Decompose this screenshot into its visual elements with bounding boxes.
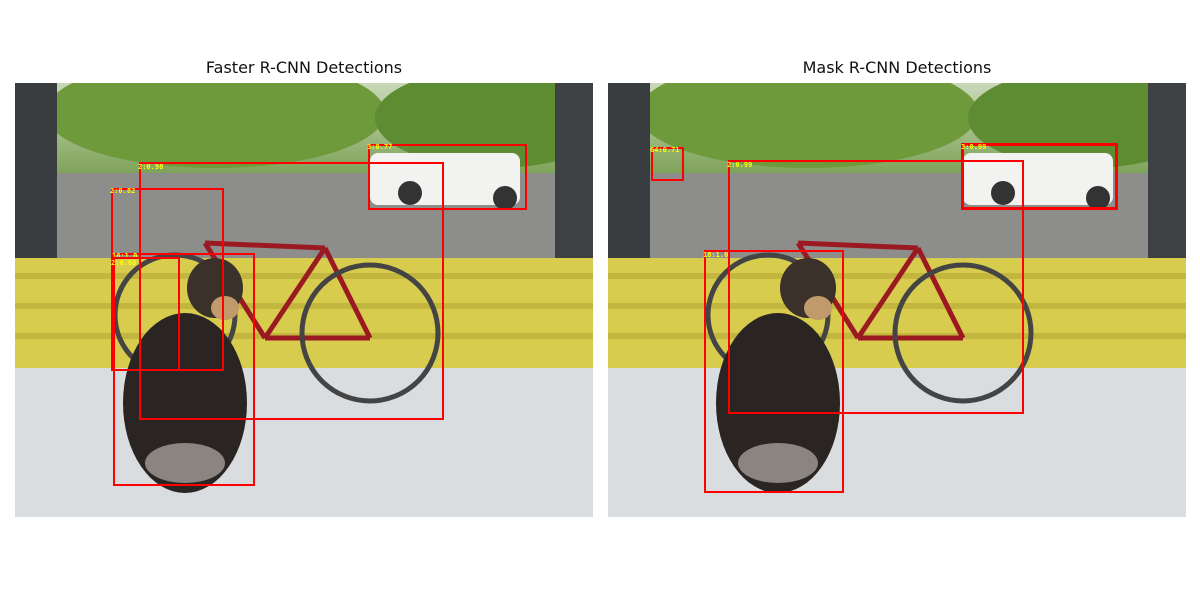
detection-box xyxy=(728,160,1024,414)
detection-label: 64:0.71 xyxy=(650,146,680,154)
mask-rcnn-image: 3:0.99 64:0.71 2:0.99 18:1.0 xyxy=(608,83,1186,517)
detection-label: 18:1.0 xyxy=(703,251,729,259)
scene-photo xyxy=(15,83,593,517)
detection-label: 2:0.60 xyxy=(111,259,137,267)
faster-rcnn-image: 3:0.77 2:0.98 2:0.82 18:1.0 2:0.60 xyxy=(15,83,593,517)
detection-box xyxy=(651,147,684,181)
detection-box xyxy=(368,144,527,210)
detection-label: 3:0.99 xyxy=(961,143,987,151)
detection-label: 3:0.77 xyxy=(367,143,393,151)
detection-box xyxy=(112,257,180,371)
detection-label: 2:0.98 xyxy=(138,163,164,171)
detection-box xyxy=(139,162,444,420)
detection-box xyxy=(961,143,1118,210)
detection-label: 2:0.99 xyxy=(727,161,753,169)
right-panel-title: Mask R-CNN Detections xyxy=(802,58,992,77)
detection-label: 2:0.82 xyxy=(110,187,136,195)
detection-label: 18:1.0 xyxy=(112,252,138,260)
left-panel-title: Faster R-CNN Detections xyxy=(205,58,403,77)
detection-box xyxy=(704,250,844,493)
